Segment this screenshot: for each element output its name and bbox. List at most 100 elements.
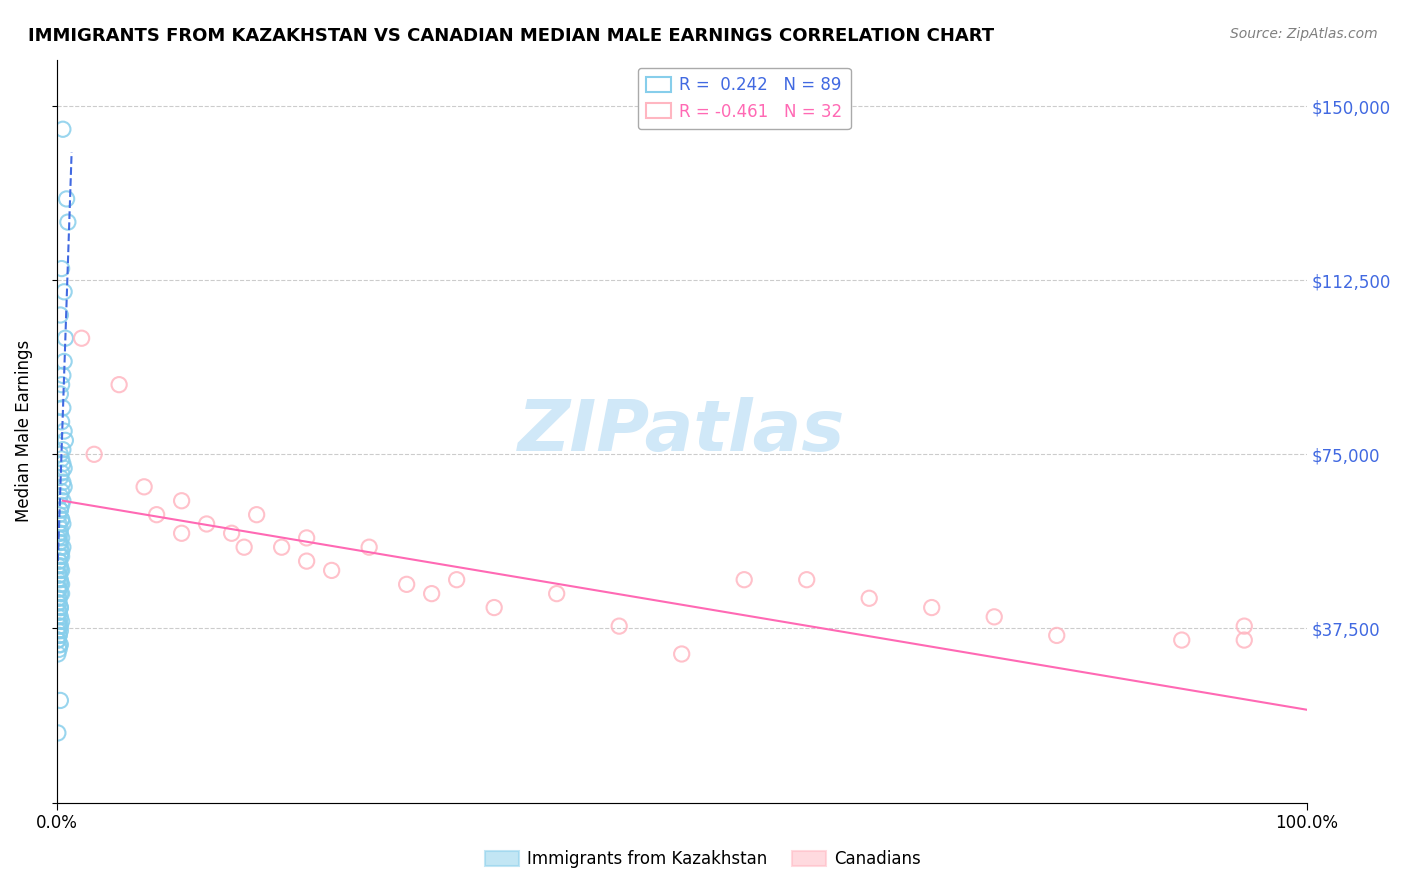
Point (134, 480, 156, 494)
Point (51, 545, 73, 559)
Point (52, 475, 75, 490)
Point (51, 499, 73, 513)
Point (51, 415, 73, 429)
Point (46, 624, 69, 638)
Point (53, 480, 76, 494)
Point (46, 531, 69, 545)
Point (48, 568, 70, 582)
Point (46, 573, 69, 587)
Point (48, 535, 70, 549)
Point (52, 401, 75, 415)
Point (51, 261, 73, 276)
Point (48, 554, 70, 568)
Point (983, 610, 1005, 624)
Point (48, 605, 70, 619)
Point (49, 600, 72, 615)
Point (55, 192, 77, 206)
Point (446, 573, 468, 587)
Point (51, 512, 73, 526)
Point (51, 484, 73, 499)
Point (46, 633, 69, 648)
Point (49, 503, 72, 517)
Point (52, 368, 75, 383)
Point (53, 434, 76, 448)
Point (295, 554, 318, 568)
Point (321, 563, 343, 577)
Point (295, 531, 318, 545)
Point (53, 331, 76, 345)
Point (49, 526, 72, 541)
Point (51, 377, 73, 392)
Point (48, 591, 70, 606)
Point (46, 726, 69, 740)
Point (48, 568, 70, 582)
Point (1233, 633, 1256, 648)
Point (49, 470, 72, 484)
Point (270, 540, 292, 554)
Point (49, 619, 72, 633)
Point (607, 619, 630, 633)
Point (48, 508, 70, 522)
Point (49, 540, 72, 554)
Point (145, 508, 167, 522)
Point (48, 605, 70, 619)
Point (49, 563, 72, 577)
Point (246, 508, 269, 522)
Point (108, 377, 131, 392)
Point (221, 526, 243, 541)
Point (56, 215, 79, 229)
Point (49, 308, 72, 322)
Point (48, 638, 70, 652)
Point (46, 633, 69, 648)
Point (52, 516, 75, 531)
Point (49, 549, 72, 564)
Point (1046, 628, 1069, 642)
Point (49, 503, 72, 517)
Point (170, 493, 193, 508)
Point (46, 647, 69, 661)
Point (51, 531, 73, 545)
Point (395, 577, 418, 591)
Point (51, 452, 73, 467)
Point (49, 638, 72, 652)
Point (48, 615, 70, 629)
Legend: Immigrants from Kazakhstan, Canadians: Immigrants from Kazakhstan, Canadians (478, 844, 928, 875)
Point (48, 619, 70, 633)
Point (52, 122, 75, 136)
Point (49, 573, 72, 587)
Legend: R =  0.242   N = 89, R = -0.461   N = 32: R = 0.242 N = 89, R = -0.461 N = 32 (638, 68, 851, 129)
Point (49, 447, 72, 461)
Point (53, 354, 76, 368)
Point (48, 582, 70, 596)
Point (46, 558, 69, 573)
Point (51, 549, 73, 564)
Point (49, 577, 72, 591)
Point (48, 516, 70, 531)
Point (48, 554, 70, 568)
Point (796, 573, 818, 587)
Point (359, 540, 381, 554)
Point (49, 535, 72, 549)
Point (52, 493, 75, 508)
Point (49, 387, 72, 401)
Point (48, 628, 70, 642)
Point (546, 587, 568, 601)
Point (49, 624, 72, 638)
Point (70, 331, 93, 345)
Point (51, 466, 73, 480)
Point (53, 285, 76, 299)
Point (1171, 633, 1194, 648)
Point (170, 526, 193, 541)
Point (83, 447, 105, 461)
Point (233, 540, 256, 554)
Point (49, 558, 72, 573)
Point (51, 587, 73, 601)
Point (46, 596, 69, 610)
Point (195, 516, 218, 531)
Point (46, 591, 69, 606)
Text: ZIPatlas: ZIPatlas (517, 397, 845, 466)
Point (49, 610, 72, 624)
Point (51, 563, 73, 577)
Point (51, 577, 73, 591)
Point (53, 461, 76, 475)
